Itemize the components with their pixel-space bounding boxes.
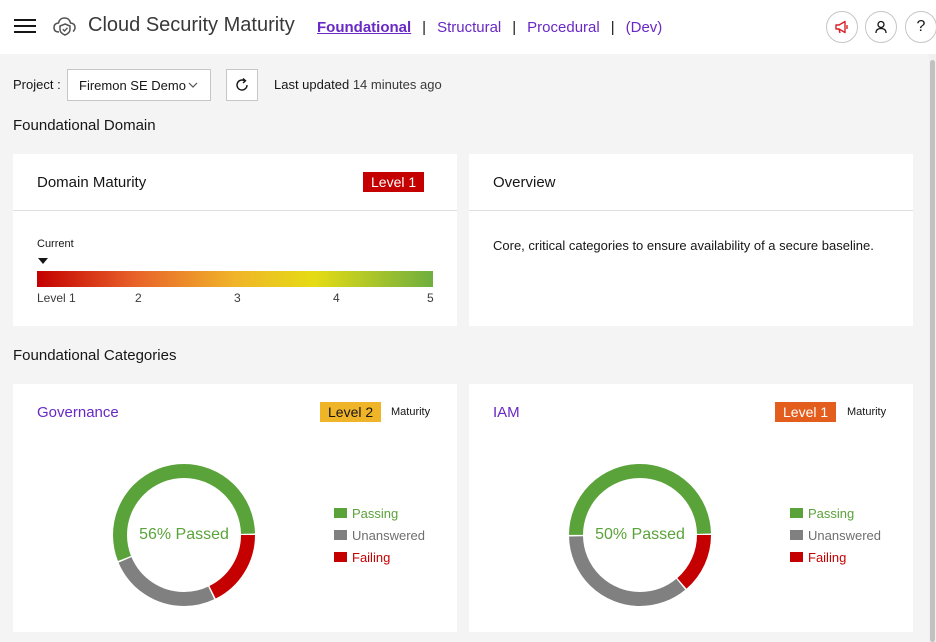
governance-legend: Passing Unanswered Failing [334,502,425,568]
nav-separator: | [512,19,517,36]
legend-swatch [334,530,347,540]
category-card-iam: IAM Level 1 Maturity 50% Passed Passing … [469,384,913,632]
donut-segment-unanswered [113,464,255,606]
governance-donut-chart [113,464,255,606]
domain-section-title: Foundational Domain [13,117,156,134]
last-updated-relative: 14 minutes ago [352,77,442,92]
last-updated-prefix: Last updated [274,77,350,92]
category-level-badge: Level 1 [775,402,837,422]
maturity-label: Maturity [391,406,431,418]
legend-swatch [790,552,803,562]
category-level-badge: Level 2 [320,402,382,422]
legend-swatch [334,508,347,518]
nav-tab-dev[interactable]: (Dev) [625,19,663,36]
category-link-governance[interactable]: Governance [37,404,119,421]
legend-item-unanswered: Unanswered [334,524,425,546]
legend-label: Passing [352,505,399,521]
categories-section-title: Foundational Categories [13,347,177,364]
announcement-button[interactable] [826,11,858,43]
domain-nav: Foundational | Structural | Procedural |… [317,19,662,36]
legend-label: Unanswered [352,527,425,543]
scale-tick-2: 2 [135,291,142,305]
maturity-label: Maturity [847,406,887,418]
nav-separator: | [610,19,615,36]
app-header: Cloud Security Maturity Foundational | S… [0,0,936,54]
domain-maturity-title: Domain Maturity [37,174,147,191]
help-button[interactable]: ? [905,11,936,43]
nav-separator: | [422,19,427,36]
donut-segment-passing [569,464,711,606]
last-updated-text: Last updated 14 minutes ago [274,77,442,92]
maturity-gradient-bar [37,271,433,287]
category-link-iam[interactable]: IAM [493,404,520,421]
project-dropdown-value: Firemon SE Demo [79,77,186,93]
current-level-label: Current [37,238,74,250]
overview-description: Core, critical categories to ensure avai… [493,238,874,253]
category-card-governance: Governance Level 2 Maturity 56% Passed P… [13,384,457,632]
legend-item-failing: Failing [334,546,425,568]
iam-donut-chart [569,464,711,606]
hamburger-menu-icon[interactable] [14,17,36,35]
user-profile-button[interactable] [865,11,897,43]
legend-label: Failing [808,549,847,565]
chevron-down-icon [188,82,198,88]
legend-item-passing: Passing [334,502,425,524]
donut-segment-failing [569,464,711,606]
nav-tab-structural[interactable]: Structural [437,19,502,36]
card-divider [13,210,457,211]
legend-label: Passing [808,505,855,521]
megaphone-icon [835,20,848,34]
legend-swatch [334,552,347,562]
nav-tab-foundational[interactable]: Foundational [317,19,412,36]
help-icon: ? [916,18,926,35]
project-label: Project : [13,77,61,92]
legend-item-unanswered: Unanswered [790,524,881,546]
app-title: Cloud Security Maturity [88,14,295,36]
scale-tick-1: Level 1 [37,291,76,305]
user-icon [875,20,887,34]
card-divider [469,210,913,211]
nav-tab-procedural[interactable]: Procedural [527,19,600,36]
donut-segment-passing [113,464,255,606]
domain-level-badge: Level 1 [363,172,425,192]
legend-swatch [790,530,803,540]
scrollbar-thumb[interactable] [930,60,935,642]
overview-card: Overview Core, critical categories to en… [469,154,913,326]
legend-label: Failing [352,549,391,565]
refresh-icon [236,77,248,91]
scale-tick-5: 5 [427,291,434,305]
legend-label: Unanswered [808,527,881,543]
overview-title: Overview [493,174,556,191]
donut-segment-unanswered [569,464,711,606]
donut-segment-failing [113,464,255,606]
refresh-button[interactable] [226,69,258,101]
legend-item-passing: Passing [790,502,881,524]
iam-passed-label: 50% Passed [595,526,685,543]
governance-passed-label: 56% Passed [139,526,229,543]
legend-swatch [790,508,803,518]
scale-tick-4: 4 [333,291,340,305]
iam-legend: Passing Unanswered Failing [790,502,881,568]
domain-maturity-card: Domain Maturity Level 1 Current Level 1 … [13,154,457,326]
cloud-shield-icon [52,13,78,39]
scale-tick-3: 3 [234,291,241,305]
current-level-marker [38,258,48,264]
legend-item-failing: Failing [790,546,881,568]
project-dropdown[interactable]: Firemon SE Demo [67,69,211,101]
